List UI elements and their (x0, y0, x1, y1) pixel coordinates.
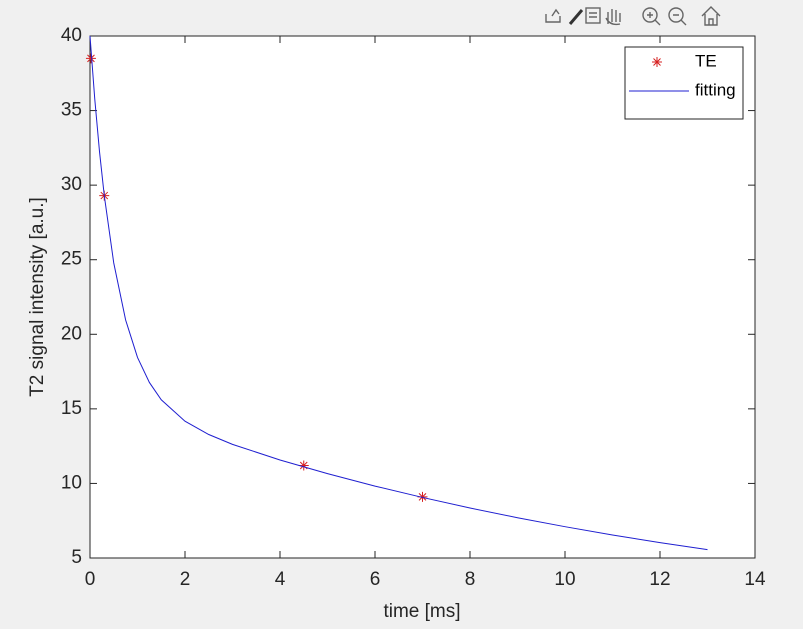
x-tick-label: 10 (554, 569, 575, 590)
marker-shape (85, 53, 96, 64)
y-axis-label: T2 signal intensity [a.u.] (27, 197, 48, 397)
y-tick-label: 30 (61, 174, 82, 195)
legend-box (624, 46, 744, 120)
fit-line (89, 35, 708, 551)
x-tick-label: 0 (85, 569, 96, 590)
y-tick-label: 40 (61, 25, 82, 46)
x-tick-label: 4 (275, 569, 286, 590)
marker-shape (652, 57, 662, 67)
legend-label: fitting (695, 80, 736, 99)
y-tick-label: 25 (61, 249, 82, 270)
x-tick-label: 12 (649, 569, 670, 590)
x-axis-label: time [ms] (383, 601, 460, 622)
datatip-icon[interactable] (585, 7, 601, 24)
x-tick-label: 8 (465, 569, 476, 590)
pan-icon[interactable] (605, 9, 621, 26)
y-tick-label: 15 (61, 398, 82, 419)
marker-shape (298, 460, 309, 471)
legend: TE fitting (624, 46, 744, 120)
x-tick-label: 2 (180, 569, 191, 590)
data-point (298, 460, 309, 471)
y-tick-label: 5 (71, 547, 82, 568)
y-tick-label: 20 (61, 323, 82, 344)
x-tick-label: 6 (370, 569, 381, 590)
brush-icon[interactable] (568, 9, 584, 25)
y-tick-label: 35 (61, 100, 82, 121)
data-point (417, 491, 428, 502)
zoom-out-icon[interactable] (668, 7, 687, 26)
marker-shape (417, 491, 428, 502)
axes-box (89, 35, 756, 559)
data-point (85, 53, 96, 64)
toolbar (545, 6, 721, 26)
legend-symbol (652, 57, 662, 67)
home-icon[interactable] (701, 6, 721, 26)
export-icon[interactable] (545, 8, 561, 23)
zoom-in-icon[interactable] (642, 7, 661, 26)
y-tick-label: 10 (61, 472, 82, 493)
legend-label: TE (695, 51, 717, 70)
x-tick-label: 14 (744, 569, 766, 590)
